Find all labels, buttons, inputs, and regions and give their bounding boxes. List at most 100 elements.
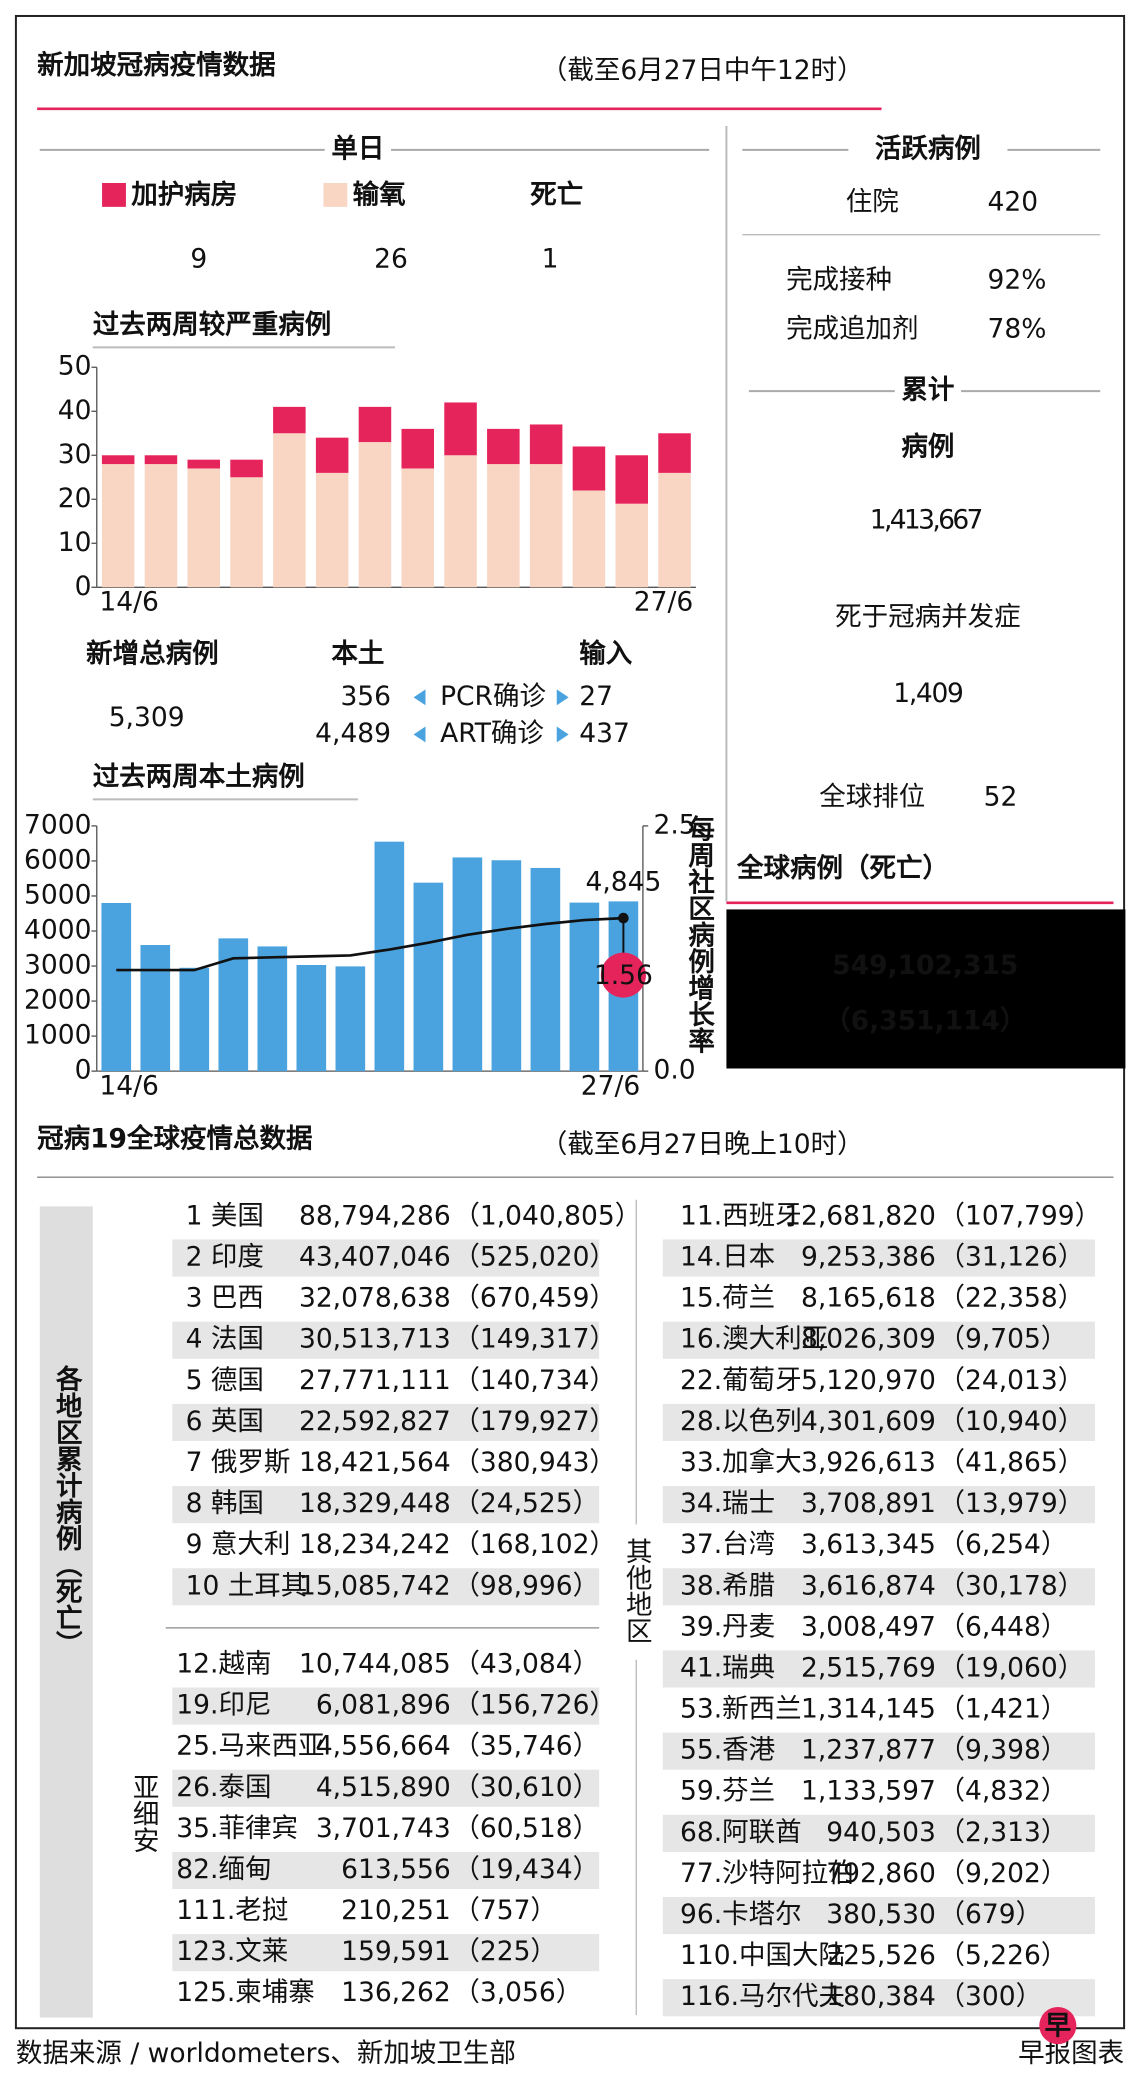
country-deaths: （24,525）: [453, 1488, 599, 1519]
country-cases: 613,556: [341, 1854, 451, 1885]
row-band: [662, 1650, 1095, 1688]
country-name: 37.台湾: [680, 1529, 775, 1560]
country-cases: 32,078,638: [299, 1283, 451, 1314]
bar: [101, 464, 135, 588]
country-deaths: （757）: [453, 1895, 557, 1926]
bar: [401, 468, 435, 588]
country-name: 111.老挝: [176, 1895, 288, 1926]
bar: [335, 966, 366, 1072]
title-note: （截至6月27日中午12时）: [541, 55, 864, 86]
stat-value: 92%: [988, 265, 1047, 296]
country-name: 2 印度: [186, 1242, 264, 1273]
country-cases: 1,133,597: [801, 1776, 936, 1807]
bar: [452, 857, 483, 1072]
bar: [144, 455, 178, 465]
tick-label: 3000: [24, 950, 91, 981]
country-cases: 3,708,891: [801, 1488, 936, 1519]
country-name: 35.菲律宾: [176, 1813, 298, 1844]
country-deaths: （98,996）: [453, 1570, 599, 1601]
country-deaths: （1,040,805）: [453, 1200, 641, 1231]
country-cases: 792,860: [826, 1858, 936, 1889]
country-cases: 8,026,309: [801, 1324, 936, 1355]
source: 数据来源 / worldometers、新加坡卫生部: [16, 2038, 516, 2069]
tick-label: 2000: [24, 985, 91, 1016]
y2-axis-label: 每周社区病例增长率: [683, 815, 714, 1054]
bar-value-label: 4,845: [585, 866, 661, 897]
stat-label: 全球排位: [819, 782, 925, 813]
bar: [257, 946, 288, 1072]
country-name: 9 意大利: [186, 1529, 291, 1560]
country-name: 77.沙特阿拉伯: [680, 1858, 855, 1889]
country-name: 34.瑞士: [680, 1488, 775, 1519]
country-cases: 3,613,345: [801, 1529, 936, 1560]
global-box: [726, 909, 1126, 1069]
country-deaths: （31,126）: [939, 1242, 1085, 1273]
country-cases: 180,384: [826, 1981, 936, 2012]
test-method: PCR确诊: [440, 681, 546, 712]
country-name: 82.缅甸: [176, 1854, 271, 1885]
arrow-icon: [413, 726, 426, 743]
country-deaths: （225）: [453, 1936, 557, 1967]
bar: [230, 459, 263, 478]
row-band: [662, 1403, 1095, 1441]
row-band: [172, 1321, 600, 1359]
country-deaths: （3,056）: [453, 1977, 582, 2008]
tick-label: 0: [75, 571, 92, 602]
bar: [413, 882, 444, 1072]
bar: [101, 902, 132, 1072]
icu-count: 9: [190, 243, 207, 274]
country-name: 96.卡塔尔: [680, 1899, 802, 1930]
country-cases: 30,513,713: [299, 1324, 451, 1355]
country-deaths: （9,705）: [939, 1324, 1068, 1355]
country-cases: 210,251: [341, 1895, 451, 1926]
country-cases: 3,008,497: [801, 1611, 936, 1642]
country-name: 22.葡萄牙: [680, 1365, 802, 1396]
legend-label: 输氧: [353, 180, 406, 211]
country-deaths: （107,799）: [939, 1200, 1102, 1231]
country-deaths: （10,940）: [939, 1406, 1085, 1437]
local-count: 4,489: [315, 718, 391, 749]
line-series: [116, 916, 624, 972]
country-cases: 6,081,896: [316, 1690, 451, 1721]
country-deaths: （168,102）: [453, 1529, 616, 1560]
bar: [140, 945, 171, 1072]
global-cases: 549,102,315: [832, 950, 1018, 981]
highlight-badge: [600, 952, 646, 998]
legend-swatch: [102, 183, 126, 207]
tick-label: 7000: [24, 809, 91, 840]
bar: [444, 455, 477, 588]
new-cases-total: 5,309: [109, 702, 185, 733]
stat-label: 死于冠病并发症: [835, 601, 1021, 632]
bar: [529, 424, 563, 465]
country-deaths: （156,726）: [453, 1690, 616, 1721]
country-name: 28.以色列: [680, 1406, 802, 1437]
country-name: 125.柬埔寨: [176, 1977, 315, 2008]
imported-label: 输入: [579, 638, 633, 669]
bar: [315, 437, 349, 473]
group-label: 亚细安: [128, 1774, 159, 1854]
country-name: 39.丹麦: [680, 1611, 775, 1642]
country-name: 14.日本: [680, 1242, 775, 1273]
country-deaths: （525,020）: [453, 1242, 616, 1273]
country-name: 38.希腊: [680, 1570, 775, 1601]
section-heading: 单日: [331, 133, 384, 164]
country-cases: 18,421,564: [299, 1447, 451, 1478]
bar: [315, 472, 349, 588]
country-deaths: （13,979）: [939, 1488, 1085, 1519]
country-cases: 3,926,613: [801, 1447, 936, 1478]
tick-label: 4000: [24, 915, 91, 946]
bar: [444, 402, 477, 456]
bar: [530, 867, 561, 1072]
country-deaths: （679）: [939, 1899, 1043, 1930]
bar: [572, 490, 606, 588]
row-band: [172, 1403, 600, 1441]
country-name: 53.新西兰: [680, 1694, 802, 1725]
country-cases: 2,515,769: [801, 1652, 936, 1683]
country-deaths: （140,734）: [453, 1365, 616, 1396]
country-deaths: （2,313）: [939, 1817, 1068, 1848]
local-label: 本土: [331, 638, 384, 669]
country-deaths: （300）: [939, 1981, 1043, 2012]
x-tick-label: 14/6: [99, 1071, 159, 1102]
country-cases: 27,771,111: [299, 1365, 451, 1396]
